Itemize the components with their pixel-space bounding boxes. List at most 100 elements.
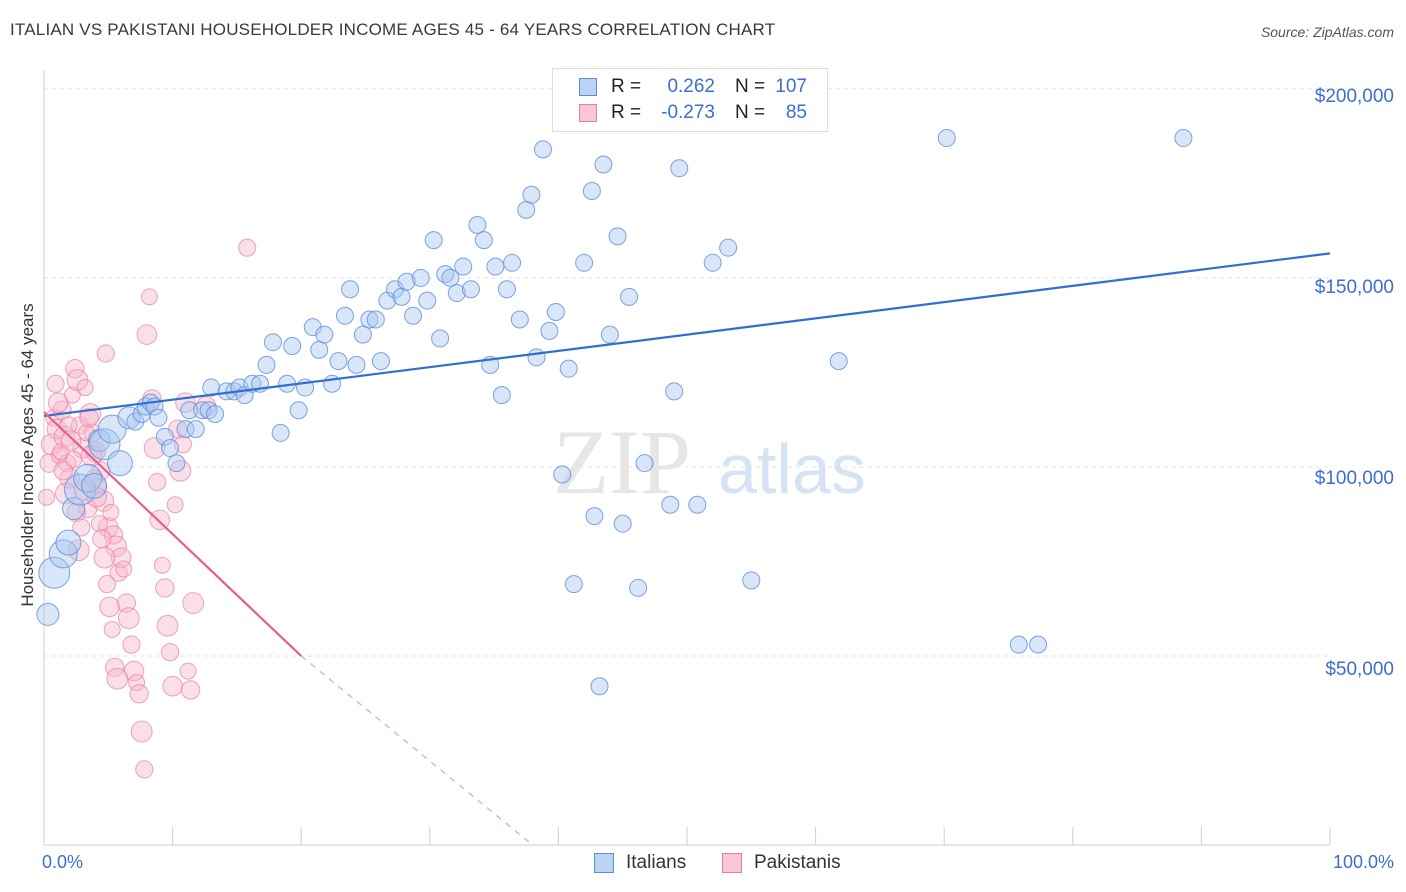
pakistanis-point (99, 596, 120, 618)
italians-points (36, 129, 1193, 696)
italians-point (575, 253, 594, 272)
italians-point (392, 287, 411, 306)
pakistanis-point (129, 684, 149, 704)
italians-point (36, 602, 60, 626)
pakistanis-point (166, 496, 184, 514)
pakistanis-point (140, 288, 158, 306)
watermark: ZIP atlas (553, 411, 866, 513)
y-tick-label: $200,000 (1314, 86, 1394, 107)
italians-swatch (594, 853, 614, 873)
italians-point (533, 140, 552, 159)
pakistanis-point (148, 472, 167, 492)
correlation-legend: R = 0.262 N = 107 R = -0.273 N = 85 (552, 68, 828, 132)
italians-point (263, 333, 282, 352)
pakistanis-points (38, 238, 257, 779)
pakistanis-point (79, 408, 99, 428)
italians-point (315, 325, 334, 344)
italians-point (335, 306, 354, 325)
pakistanis-trend-extension (300, 655, 534, 846)
pakistanis-point (106, 667, 129, 690)
italians-point (688, 495, 707, 514)
italians-point (1174, 129, 1193, 148)
italians-point (461, 280, 480, 299)
italians-point (149, 408, 168, 427)
pakistanis-point (102, 503, 120, 521)
italians-swatch (579, 78, 597, 96)
italians-point (117, 406, 141, 430)
italians-point (424, 231, 443, 250)
pakistanis-point (110, 547, 132, 568)
italians-trend-line (43, 252, 1331, 418)
italians-point (527, 348, 546, 367)
pakistanis-point (93, 546, 116, 569)
pakistanis-point (96, 344, 115, 363)
italians-point (510, 310, 529, 329)
legend-row-pakistanis: R = -0.273 N = 85 (579, 100, 807, 126)
italians-point (937, 129, 956, 148)
italians-point (613, 514, 632, 533)
watermark-zip: ZIP (553, 411, 691, 513)
italians-point (594, 155, 613, 174)
pakistanis-point (160, 643, 180, 662)
italians-point (665, 382, 684, 401)
italians-point (353, 325, 372, 344)
italians-point (106, 450, 133, 477)
y-tick-label: $50,000 (1325, 659, 1394, 680)
chart-title: ITALIAN VS PAKISTANI HOUSEHOLDER INCOME … (10, 20, 776, 39)
italians-point (468, 216, 487, 234)
pakistanis-point (182, 592, 205, 614)
pakistanis-point (65, 450, 83, 468)
pakistanis-point (136, 324, 158, 345)
italians-point (486, 257, 505, 276)
italians-point (38, 556, 71, 589)
x-tick-label-min: 0.0% (42, 852, 84, 872)
italians-point (404, 306, 423, 325)
pakistanis-point (162, 675, 183, 697)
legend-r-label: R = (611, 76, 642, 97)
pakistanis-point (155, 578, 175, 598)
italians-point (719, 238, 738, 257)
y-tick-label: $150,000 (1314, 277, 1394, 298)
pakistanis-point (53, 461, 73, 481)
legend-n-value: 107 (775, 76, 807, 97)
italians-point (126, 412, 145, 431)
pakistanis-trend-line (43, 411, 302, 657)
pakistanis-point (97, 575, 117, 594)
italians-point (176, 420, 195, 439)
italians-point (629, 578, 648, 597)
italians-point (441, 268, 460, 287)
italians-point (661, 495, 680, 514)
italians-point (360, 310, 379, 329)
pakistanis-point (65, 358, 85, 379)
legend-item-pakistanis[interactable]: Pakistanis (722, 852, 841, 874)
legend-item-italians[interactable]: Italians (594, 852, 686, 874)
pakistanis-point (86, 486, 108, 508)
italians-point (454, 257, 473, 276)
italians-point (186, 420, 205, 439)
pakistanis-point (156, 614, 179, 637)
italians-point (670, 159, 689, 178)
pakistanis-point (60, 430, 82, 451)
italians-point (62, 497, 86, 521)
pakistanis-point (149, 509, 171, 531)
pakistanis-point (117, 607, 140, 630)
italians-point (703, 253, 722, 272)
pakistanis-point (153, 556, 171, 574)
pakistanis-point (135, 760, 154, 779)
italians-point (155, 427, 174, 446)
italians-point (517, 200, 536, 219)
watermark-atlas: atlas (718, 430, 866, 508)
italians-point (497, 280, 516, 299)
pakistanis-point (90, 515, 108, 533)
italians-point (310, 340, 329, 359)
italians-point (474, 231, 493, 250)
italians-point (289, 401, 308, 420)
italians-point (742, 571, 761, 590)
source-label: Source: ZipAtlas.com (1260, 24, 1394, 40)
italians-point (347, 355, 366, 374)
pakistanis-point (47, 392, 69, 413)
legend-r-value: 0.262 (667, 76, 715, 97)
legend-label-italians: Italians (626, 852, 687, 873)
italians-point (202, 378, 221, 397)
